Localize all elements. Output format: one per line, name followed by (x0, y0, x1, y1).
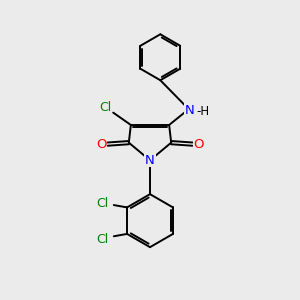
Text: Cl: Cl (99, 101, 111, 114)
Text: -H: -H (197, 105, 210, 118)
Text: Cl: Cl (97, 197, 109, 210)
Text: Cl: Cl (97, 233, 109, 246)
Text: O: O (96, 138, 106, 151)
Text: N: N (145, 154, 155, 167)
Text: O: O (194, 138, 204, 151)
Text: N: N (185, 104, 195, 117)
